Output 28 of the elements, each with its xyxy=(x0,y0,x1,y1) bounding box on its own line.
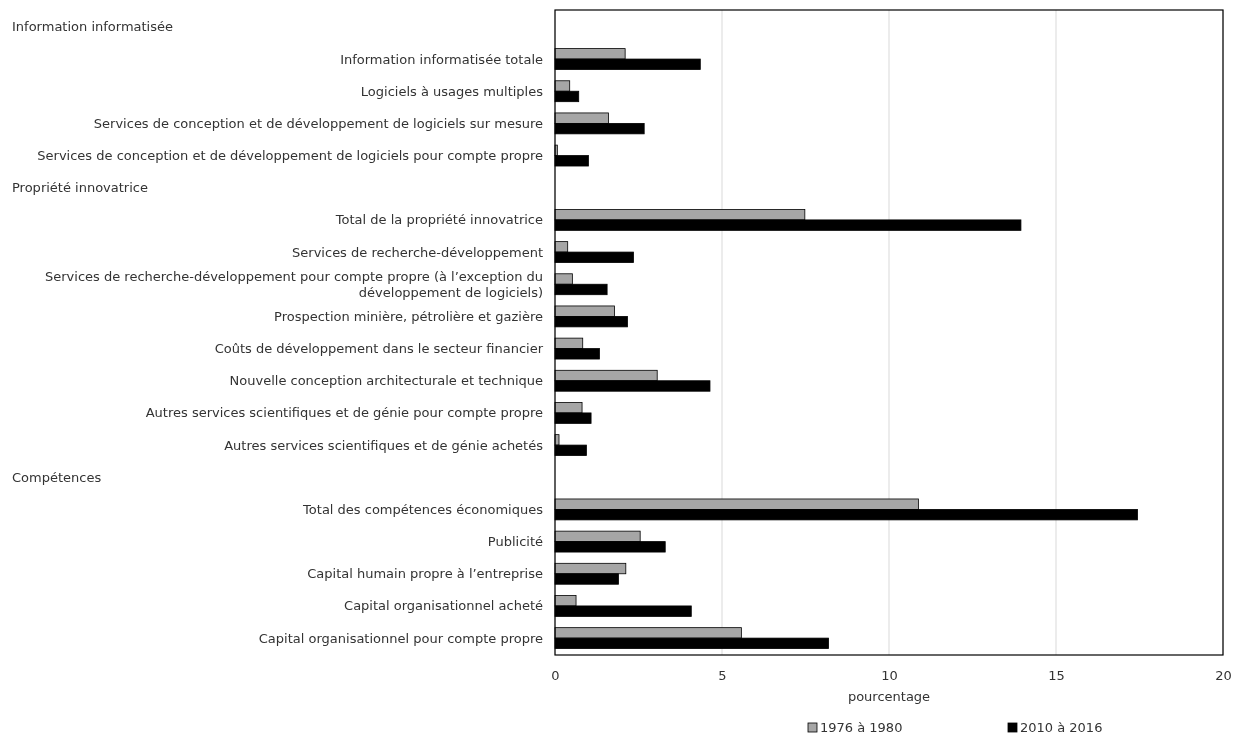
y-tick-label: Services de conception et de développement de logiciels pour compte propre xyxy=(37,148,543,164)
legend-label: 1976 à 1980 xyxy=(820,720,903,735)
y-tick-label: Logiciels à usages multiples xyxy=(360,83,544,99)
x-tick-label: 0 xyxy=(551,668,560,684)
y-tick-label: Nouvelle conception architecturale et technique xyxy=(229,373,543,389)
y-tick-label: Total de la propriété innovatrice xyxy=(334,212,543,228)
y-tick-label: Total des compétences économiques xyxy=(302,501,544,517)
text: Compétences xyxy=(12,469,102,485)
text: Information informatisée xyxy=(12,19,173,35)
y-tick-label: Prospection minière, pétrolière et gazière xyxy=(274,308,543,324)
y-tick-label: Services de conception et de développement de logiciels sur mesure xyxy=(93,115,543,131)
y-tick-label: Publicité xyxy=(487,534,543,550)
y-tick-label: Information informatisée totale xyxy=(340,51,543,67)
y-tick-label: Services de recherche-développement xyxy=(292,244,543,260)
y-tick-label: Autres services scientifiques et de génie achetés xyxy=(224,437,544,453)
y-tick-label: Capital organisationnel pour compte propre xyxy=(258,630,543,646)
text: Propriété innovatrice xyxy=(12,180,148,196)
y-tick-label: Coûts de développement dans le secteur financier xyxy=(214,341,544,357)
x-axis-title: pourcentage xyxy=(847,689,931,704)
x-tick-label: 15 xyxy=(1048,668,1065,684)
x-tick-label: 5 xyxy=(718,668,727,684)
y-tick-label: Autres services scientifiques et de génie pour compte propre xyxy=(145,405,543,421)
x-tick-label: 10 xyxy=(881,668,898,684)
y-tick-label: Capital humain propre à l’entreprise xyxy=(307,566,543,582)
legend-label: 2010 à 2016 xyxy=(1020,720,1103,735)
y-tick-label: Capital organisationnel acheté xyxy=(344,598,543,614)
x-tick-label: 20 xyxy=(1215,668,1232,684)
y-tick-label: Services de recherche-développement pour compte propre (à l’exception du développement de logiciels) xyxy=(45,269,543,300)
